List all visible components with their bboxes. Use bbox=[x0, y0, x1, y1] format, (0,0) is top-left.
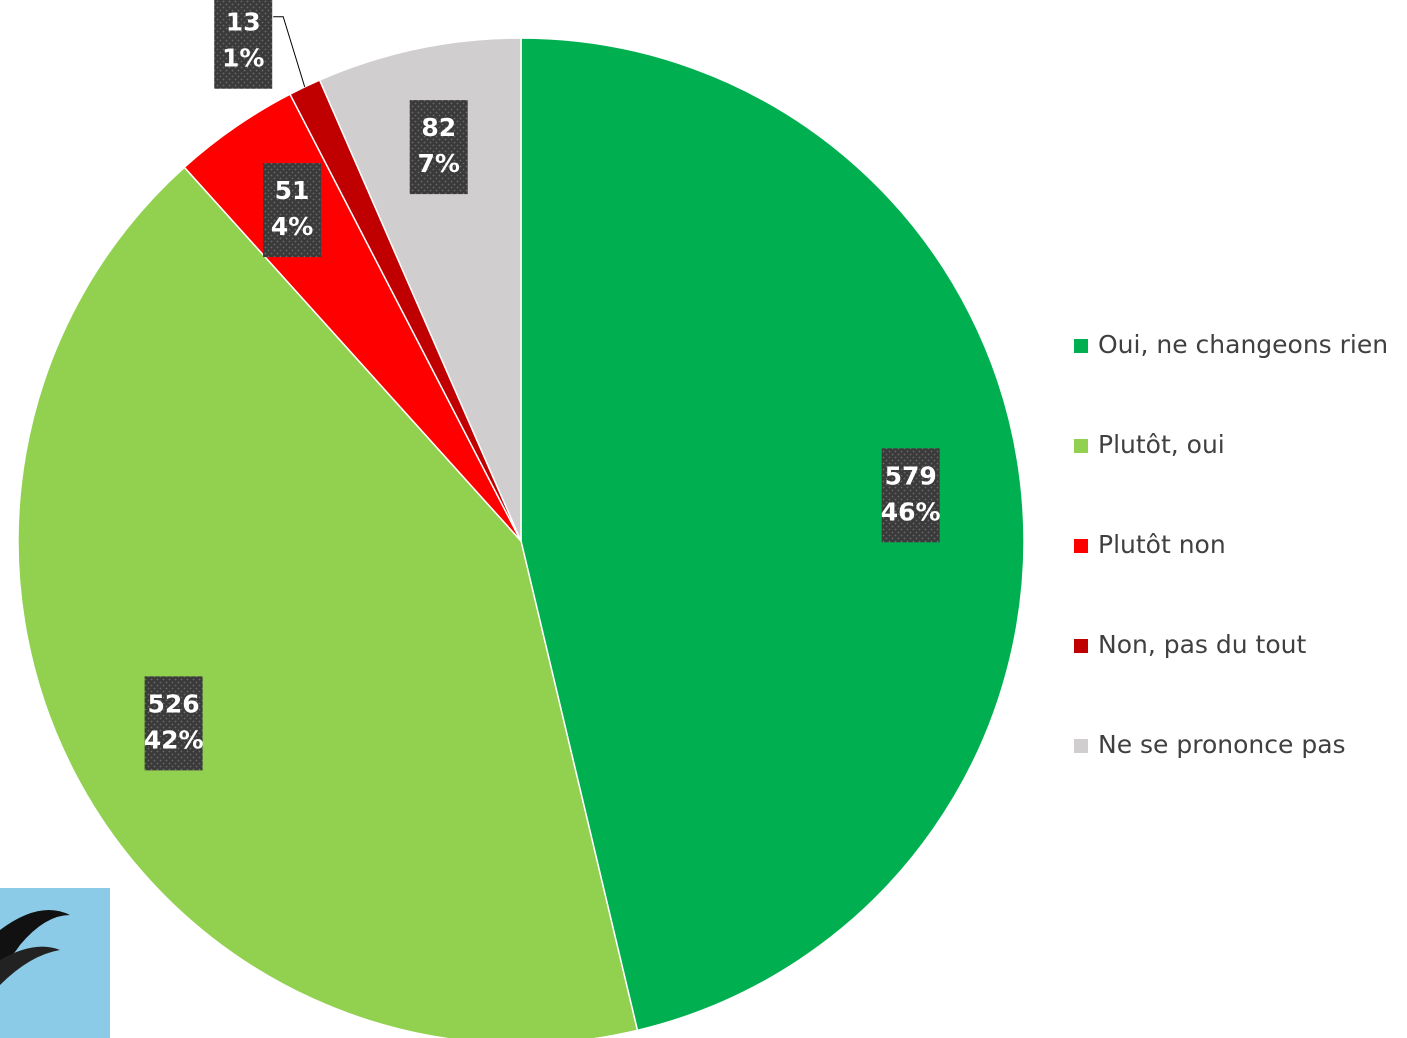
percent-label: 7% bbox=[417, 149, 459, 178]
legend-label: Oui, ne changeons rien bbox=[1098, 330, 1388, 359]
label-box bbox=[263, 163, 322, 258]
legend-swatch bbox=[1074, 739, 1088, 753]
legend-label: Plutôt non bbox=[1098, 530, 1226, 559]
label-box bbox=[144, 676, 203, 771]
data-label: 514% bbox=[263, 163, 322, 258]
value-label: 51 bbox=[275, 176, 310, 205]
legend-swatch bbox=[1074, 639, 1088, 653]
value-label: 13 bbox=[226, 8, 261, 37]
percent-label: 4% bbox=[271, 212, 313, 241]
legend-swatch bbox=[1074, 339, 1088, 353]
leader-line bbox=[273, 16, 306, 88]
label-box bbox=[214, 0, 273, 89]
legend-swatch bbox=[1074, 539, 1088, 553]
data-label: 827% bbox=[409, 100, 468, 195]
pie-slice bbox=[520, 37, 1025, 1032]
logo bbox=[0, 888, 110, 1038]
legend-label: Plutôt, oui bbox=[1098, 430, 1225, 459]
value-label: 82 bbox=[421, 113, 456, 142]
label-box bbox=[881, 448, 940, 543]
pie-slice bbox=[318, 37, 522, 542]
percent-label: 46% bbox=[881, 497, 941, 526]
value-label: 579 bbox=[885, 461, 937, 490]
legend-label: Non, pas du tout bbox=[1098, 630, 1306, 659]
legend-swatch bbox=[1074, 439, 1088, 453]
label-box bbox=[409, 100, 468, 195]
data-label: 131% bbox=[214, 0, 273, 89]
percent-label: 42% bbox=[144, 725, 204, 754]
percent-label: 1% bbox=[222, 44, 264, 73]
legend-label: Ne se prononce pas bbox=[1098, 730, 1346, 759]
value-label: 526 bbox=[148, 689, 200, 718]
